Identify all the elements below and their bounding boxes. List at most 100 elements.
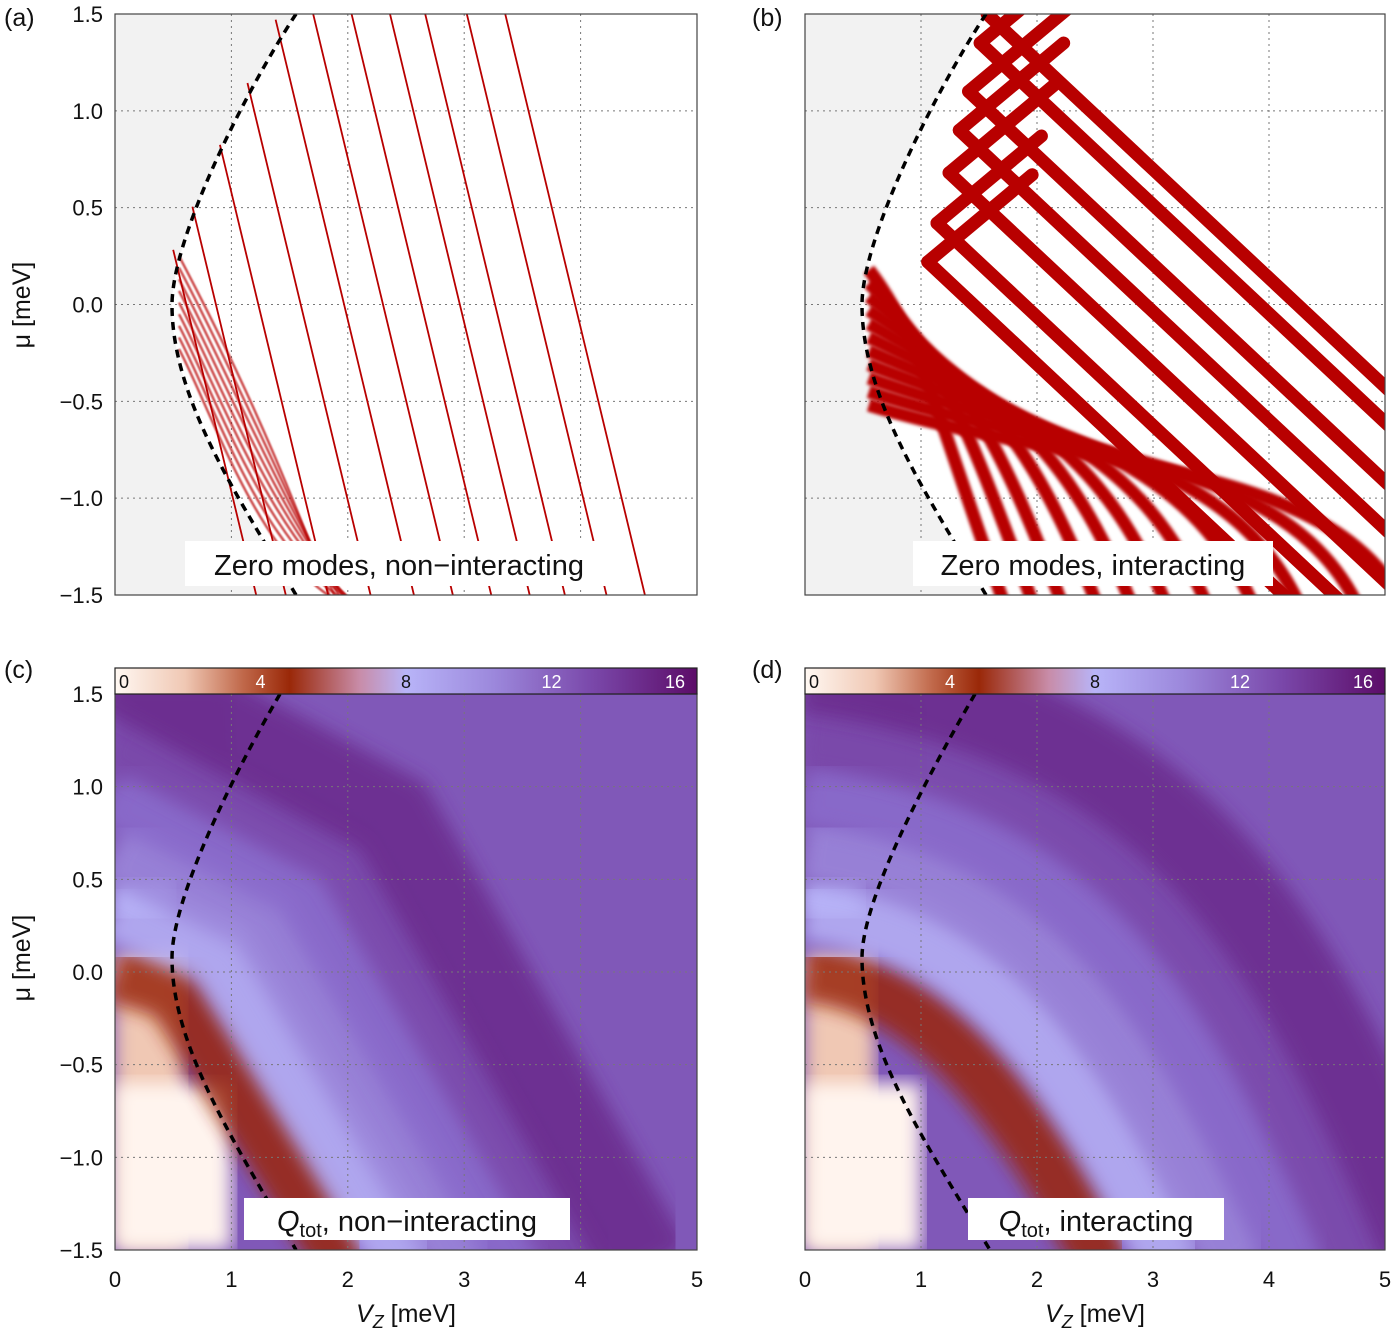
zero-mode-band: [866, 398, 1385, 588]
x-tick-label: 3: [1147, 1267, 1159, 1292]
zero-mode-band: [952, 123, 1385, 538]
plot-frame: [804, 13, 1386, 596]
grid: [115, 694, 697, 1250]
zero-mode-line: [177, 336, 340, 595]
zero-mode-line: [274, 19, 415, 595]
colorbar-tick-label: 4: [945, 672, 955, 692]
zero-mode-line: [177, 348, 331, 595]
heatmap-band: [115, 759, 557, 1250]
panel-label: (a): [4, 4, 35, 32]
x-tick-label: 4: [1263, 1267, 1275, 1292]
heatmap-band: [115, 817, 500, 1250]
annotation-box: [185, 541, 613, 586]
zero-mode-line: [424, 14, 566, 595]
colorbar-tick-label: 12: [1230, 672, 1250, 692]
panel-title: Zero modes, non−interacting: [214, 550, 584, 582]
colorbar-tick-label: 12: [541, 672, 561, 692]
title-q: Q: [277, 1206, 300, 1238]
zero-mode-band: [973, 14, 1026, 50]
colorbar-gradient: [804, 667, 1386, 695]
x-tick-label: 2: [342, 1267, 354, 1292]
y-tick-label: 1.0: [72, 775, 103, 800]
x-tick-label: 0: [109, 1267, 121, 1292]
zero-mode-line: [219, 144, 330, 595]
topological-boundary-curve: [170, 694, 298, 1250]
heatmap-band: [115, 701, 615, 1250]
zero-mode-band: [942, 79, 1060, 180]
y-tick-label: −0.5: [60, 1053, 103, 1078]
y-tick-label: 0.5: [72, 196, 103, 221]
heatmap-band: [805, 814, 1269, 1250]
colorbar: 0 4 8 12 16: [804, 667, 1386, 695]
zero-mode-line: [177, 325, 346, 595]
colorbar-tick-label: 8: [1090, 672, 1100, 692]
panel-title: Zero modes, interacting: [941, 550, 1246, 582]
zero-mode-bands: [863, 14, 1385, 595]
colorbar-tick-label: 0: [119, 672, 129, 692]
y-tick-label: 1.5: [72, 2, 103, 27]
topological-boundary-curve: [860, 14, 988, 595]
heatmap-band: [805, 697, 1385, 1250]
grid: [805, 694, 1385, 1250]
panel-title: Qtot, interacting: [999, 1206, 1194, 1242]
y-tick-label: −1.0: [60, 1145, 103, 1170]
panel-d: 0 4 8 12 16 Qtot, interacting (d) VZ [meV] 0…: [752, 656, 1391, 1332]
x-tick-labels: 0 1 2 3 4 5: [799, 1267, 1391, 1292]
zero-mode-line: [389, 14, 531, 595]
zero-mode-line: [312, 14, 454, 595]
gapped-region: [115, 14, 296, 595]
y-tick-labels: 1.5 1.0 0.5 0.0 −0.5 −1.0 −1.5: [60, 2, 103, 608]
y-tick-label: −1.0: [60, 486, 103, 511]
x-tick-label: 4: [574, 1267, 586, 1292]
zero-mode-line: [191, 206, 287, 595]
annotation-box: [968, 1198, 1224, 1240]
annotation-box: [913, 541, 1273, 586]
zero-mode-line: [350, 14, 493, 595]
zero-mode-band: [921, 168, 1039, 269]
heatmap-region-empty: [115, 1083, 232, 1250]
zero-mode-line: [504, 14, 646, 595]
x-axis-label: VZ [meV]: [1045, 1300, 1145, 1332]
zero-mode-band: [930, 216, 1344, 595]
zero-mode-band: [980, 14, 1385, 396]
title-rest: , interacting: [1043, 1206, 1193, 1238]
title-sub: tot: [300, 1220, 323, 1242]
y-tick-label: −0.5: [60, 389, 103, 414]
x-axis-label: VZ [meV]: [356, 1300, 456, 1332]
topological-boundary-curve: [170, 14, 298, 595]
colorbar-tick-label: 4: [255, 672, 265, 692]
y-tick-label: −1.5: [60, 1238, 103, 1263]
zero-mode-band: [952, 36, 1071, 137]
panel-b: Zero modes, interacting (b): [752, 4, 1386, 596]
heatmap-band: [115, 694, 688, 1250]
zero-mode-band: [973, 36, 1385, 432]
panel-label: (b): [752, 4, 783, 32]
grid: [115, 14, 697, 595]
colorbar-tick-label: 16: [665, 672, 685, 692]
topological-boundary-curve: [860, 694, 992, 1250]
y-axis-label: μ [meV]: [8, 915, 36, 1002]
heatmap-band: [805, 872, 1207, 1250]
x-tick-label: 1: [915, 1267, 927, 1292]
zero-mode-band: [962, 14, 1072, 98]
zero-mode-line: [246, 82, 372, 595]
y-axis-label: μ [meV]: [8, 262, 36, 349]
annotation-box: [244, 1198, 570, 1240]
gapped-region: [805, 14, 986, 595]
panel-title: Qtot, non−interacting: [277, 1206, 537, 1242]
colorbar-tick-label: 0: [809, 672, 819, 692]
y-tick-labels: 1.5 1.0 0.5 0.0 −0.5 −1.0 −1.5: [60, 682, 103, 1263]
panel-label: (c): [4, 656, 33, 684]
panel-a: Zero modes, non−interacting (a) μ [meV] …: [4, 2, 698, 608]
zero-mode-band: [930, 129, 1048, 230]
colorbar-tick-label: 16: [1353, 672, 1373, 692]
x-tick-label: 5: [691, 1267, 703, 1292]
heatmap-band: [805, 942, 1131, 1250]
y-tick-label: 0.0: [72, 293, 103, 318]
title-sub: tot: [1021, 1220, 1044, 1242]
title-q: Q: [999, 1206, 1022, 1238]
y-tick-label: 1.5: [72, 682, 103, 707]
plot-frame: [114, 13, 698, 596]
zero-mode-line: [465, 14, 608, 595]
